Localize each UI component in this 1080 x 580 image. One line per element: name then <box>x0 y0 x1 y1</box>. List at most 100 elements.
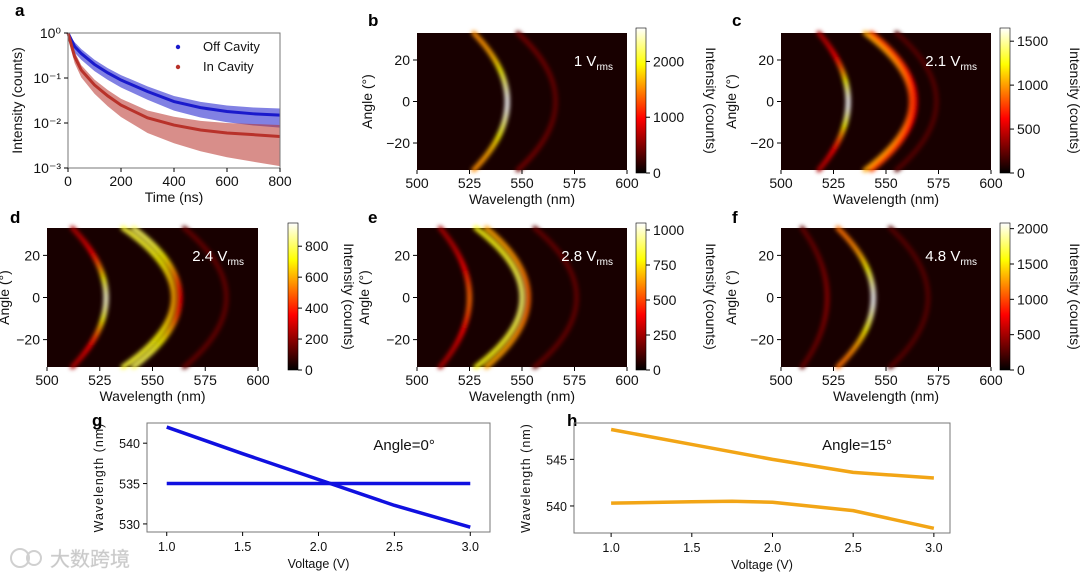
colorbar-tick-label: 500 <box>1017 121 1041 137</box>
colorbar-tick-label: 500 <box>1017 327 1041 343</box>
y-tick-label: 0 <box>766 94 774 110</box>
x-tick-label: 1.5 <box>683 541 700 555</box>
x-tick-label: 400 <box>162 173 186 189</box>
branch-segment <box>484 225 493 234</box>
y-tick-label: 540 <box>546 500 567 514</box>
x-tick-label: 600 <box>979 372 1003 388</box>
heatmap-background <box>417 33 627 170</box>
heatmap-branches <box>437 225 579 370</box>
heatmap-branches <box>70 225 229 370</box>
heatmap-branches <box>471 30 558 173</box>
colorbar-tick-label: 1000 <box>1017 291 1048 307</box>
x-axis-label: Wavelength (nm) <box>833 388 939 404</box>
x-tick-label: 3.0 <box>925 541 942 555</box>
x-tick-label: 200 <box>109 173 133 189</box>
colorbar <box>999 27 1011 174</box>
dispersion-branch <box>131 225 183 370</box>
y-tick-label: 10⁻² <box>33 115 61 131</box>
dispersion-branch <box>816 30 851 173</box>
branch-segment <box>799 225 807 234</box>
voltage-value: 4.8 V <box>925 248 960 265</box>
y-tick-label: 0 <box>766 290 774 306</box>
dispersion-branch <box>515 30 558 173</box>
y-tick-label: −20 <box>750 332 774 348</box>
x-tick-label: 525 <box>88 372 112 388</box>
dispersion-branch <box>471 30 510 173</box>
dispersion-branch <box>887 225 931 370</box>
colorbar-tick-label: 200 <box>305 331 329 347</box>
branch-segment <box>887 225 897 234</box>
y-tick-label: −20 <box>386 332 410 348</box>
colorbar-tick-label: 750 <box>653 257 677 273</box>
y-tick-label: 10⁰ <box>40 25 62 41</box>
dispersion-branch <box>532 225 579 370</box>
x-tick-label: 500 <box>35 372 59 388</box>
y-tick-label: 540 <box>119 437 140 451</box>
x-tick-label: 525 <box>458 175 482 191</box>
branch-segment <box>70 225 78 234</box>
colorbar-tick-label: 0 <box>1017 165 1025 181</box>
dispersion-branch <box>70 225 109 370</box>
heatmap-branches <box>799 225 931 370</box>
voltage-value: 2.4 V <box>192 248 227 265</box>
x-tick-label: 800 <box>268 173 292 189</box>
y-tick-label: −20 <box>386 135 410 151</box>
y-tick-label: 20 <box>758 247 774 263</box>
branch-segment <box>894 30 903 39</box>
x-tick-label: 1.0 <box>158 540 175 554</box>
y-tick-label: 20 <box>394 247 410 263</box>
colorbar-label: Intensity (counts) <box>703 243 719 350</box>
x-tick-label: 600 <box>215 173 239 189</box>
voltage-unit-subscript: rms <box>596 257 613 268</box>
voltage-unit-subscript: rms <box>227 257 244 268</box>
x-tick-label: 500 <box>769 372 793 388</box>
panel-label: e <box>368 208 377 227</box>
series-line-in-cavity <box>66 32 281 139</box>
watermark-logo-icon <box>10 548 30 568</box>
branch-segment <box>181 225 191 234</box>
y-tick-label: 0 <box>32 290 40 306</box>
series-band-off-cavity <box>68 33 280 128</box>
x-axis-label: Wavelength (nm) <box>833 191 939 207</box>
y-tick-label: 0 <box>402 290 410 306</box>
x-axis-label: Wavelength (nm) <box>469 388 575 404</box>
y-axis-label: Angle (°) <box>359 74 375 129</box>
x-tick-label: 0 <box>64 173 72 189</box>
colorbar <box>999 222 1011 371</box>
colorbar-tick-label: 0 <box>653 362 661 378</box>
colorbar-tick-label: 1500 <box>1017 33 1048 49</box>
watermark-logo-icon <box>26 550 42 566</box>
y-axis-label: Angle (°) <box>356 270 372 325</box>
branch-segment <box>120 225 131 234</box>
branch-segment <box>471 30 480 39</box>
panel-label: g <box>92 411 102 430</box>
colorbar-tick-label: 1000 <box>1017 77 1048 93</box>
y-axis-label: Intensity (counts) <box>9 47 25 154</box>
x-tick-label: 600 <box>615 175 639 191</box>
panel-label: f <box>732 208 738 227</box>
y-tick-label: 20 <box>24 247 40 263</box>
x-tick-label: 525 <box>822 175 846 191</box>
voltage-annotation: 2.8 Vrms <box>561 248 613 268</box>
branch-segment <box>532 225 541 234</box>
angle-annotation: Angle=0° <box>373 437 434 454</box>
panel-label: b <box>368 11 378 30</box>
x-tick-label: 575 <box>927 175 951 191</box>
x-tick-label: 2.0 <box>310 540 327 554</box>
x-tick-label: 3.0 <box>462 540 479 554</box>
x-tick-label: 500 <box>405 175 429 191</box>
branch-segment <box>835 225 844 234</box>
colorbar-label: Intensity (counts) <box>703 47 719 154</box>
x-tick-label: 600 <box>615 372 639 388</box>
x-tick-label: 575 <box>563 175 587 191</box>
colorbar-tick-label: 0 <box>305 362 313 378</box>
x-tick-label: 525 <box>458 372 482 388</box>
branch-segment <box>437 225 446 234</box>
panel-label: h <box>567 411 577 430</box>
x-tick-label: 600 <box>246 372 270 388</box>
colorbar <box>635 222 647 371</box>
legend-label: In Cavity <box>203 59 254 74</box>
x-tick-label: 550 <box>141 372 165 388</box>
